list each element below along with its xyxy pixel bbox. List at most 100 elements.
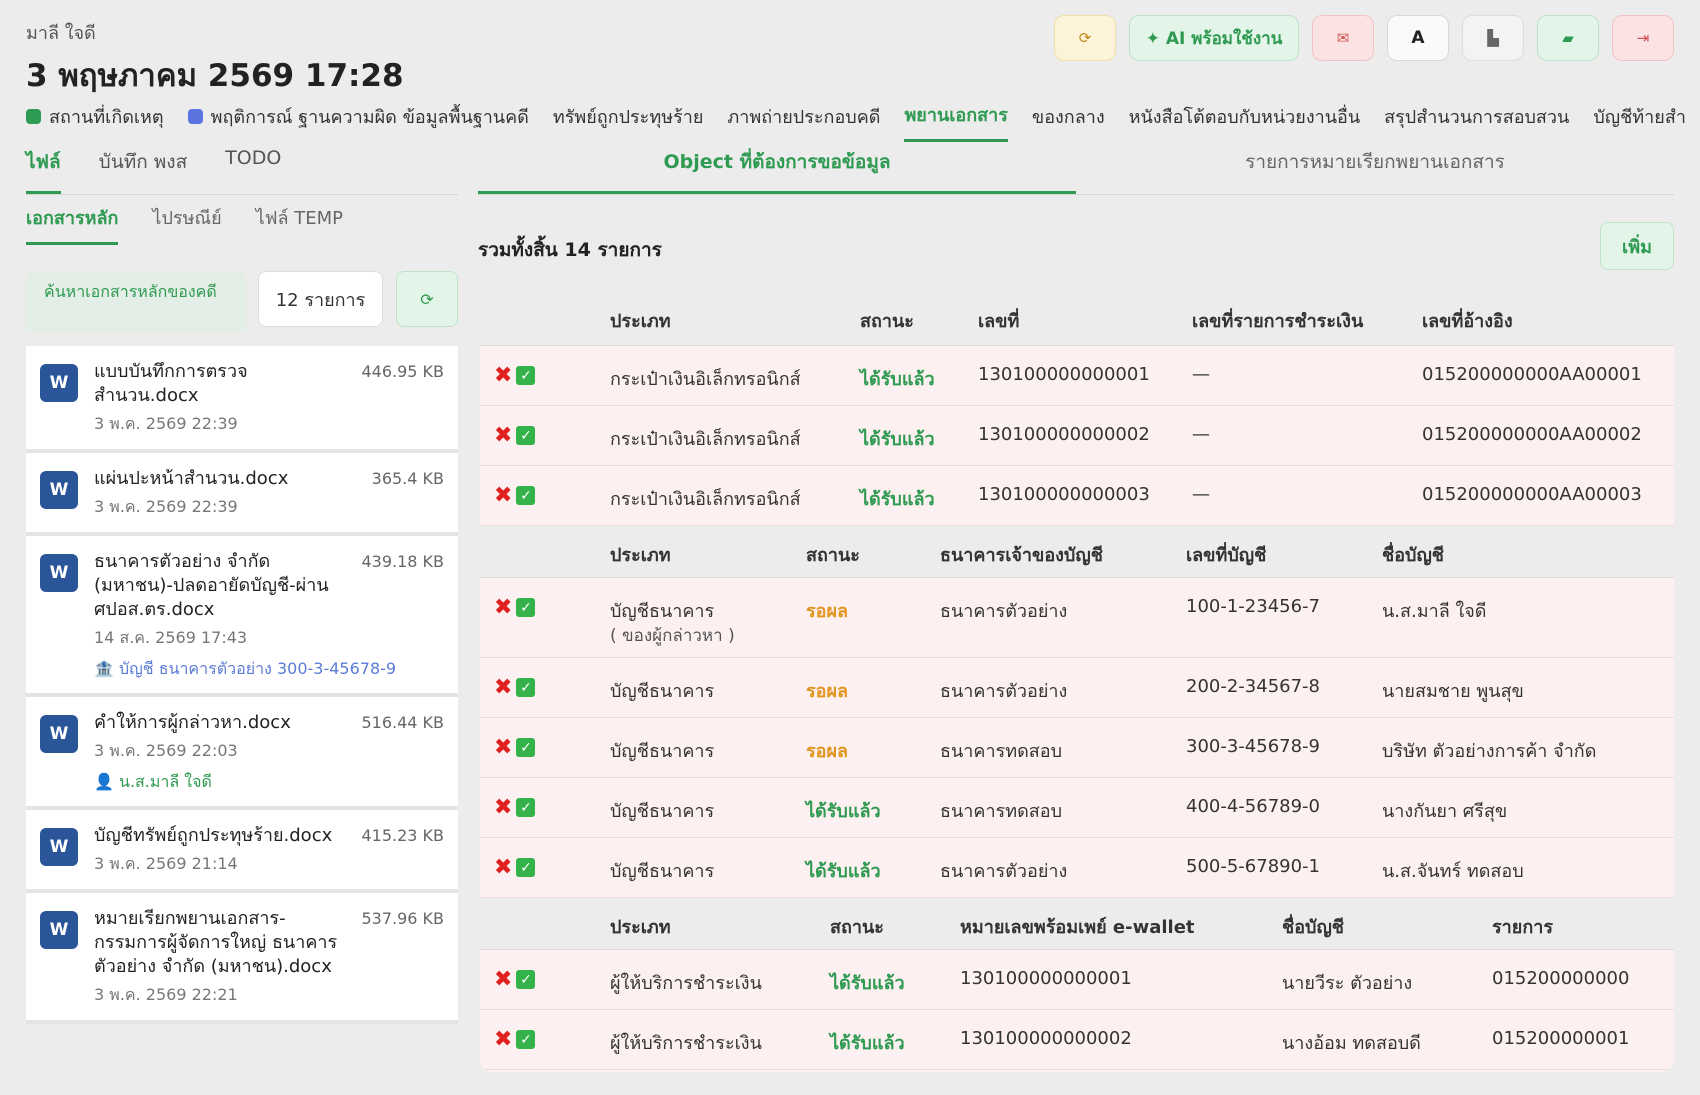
word-file-icon: W: [40, 471, 78, 509]
table-cell: บริษัท ตัวอย่างการค้า จำกัด: [1382, 741, 1597, 762]
table-cell: บัญชีธนาคาร: [610, 601, 715, 622]
check-icon[interactable]: ✓: [516, 858, 536, 877]
file-item[interactable]: W ธนาคารตัวอย่าง จำกัด (มหาชน)-ปลดอายัดบั…: [26, 536, 458, 697]
table-cell: บัญชีธนาคาร: [610, 801, 715, 822]
word-file-icon: W: [40, 828, 78, 866]
check-icon[interactable]: ✓: [516, 1030, 536, 1049]
table-cell: 130100000000001: [978, 364, 1150, 385]
column-header: ประเภท: [610, 545, 671, 566]
ai-ready-button[interactable]: ✦ AI พร้อมใช้งาน: [1129, 15, 1299, 61]
check-icon[interactable]: ✓: [516, 798, 536, 817]
nav-item[interactable]: สรุปสำนวนการสอบสวน: [1384, 100, 1569, 142]
nav-item-label: พฤติการณ์ ฐานความผิด ข้อมูลพื้นฐานคดี: [210, 106, 529, 128]
row-actions: ✖ ✓: [494, 855, 536, 880]
delete-icon[interactable]: ✖: [494, 675, 513, 700]
right-tab[interactable]: Object ที่ต้องการขอข้อมูล: [478, 147, 1076, 194]
left-subtab[interactable]: เอกสารหลัก: [26, 203, 119, 245]
file-item[interactable]: W บัญชีทรัพย์ถูกประทุษร้าย.docx 415.23 KB 3…: [26, 810, 458, 893]
column-header: เลขที่: [978, 311, 1020, 332]
file-item[interactable]: W คำให้การผู้กล่าวหา.docx 516.44 KB 3 พ.ค. …: [26, 697, 458, 810]
nav-item[interactable]: หนังสือโต้ตอบกับหน่วยงานอื่น: [1129, 100, 1361, 142]
row-actions: ✖ ✓: [494, 675, 536, 700]
font-size-button[interactable]: A: [1387, 15, 1449, 61]
nav-item[interactable]: ทรัพย์ถูกประทุษร้าย: [553, 100, 704, 142]
nav-item[interactable]: พยานเอกสาร: [904, 100, 1008, 142]
list-refresh-button[interactable]: ⟳: [396, 271, 458, 327]
column-header: หมายเลขพร้อมเพย์ e-wallet: [960, 917, 1195, 938]
delete-icon[interactable]: ✖: [494, 795, 513, 820]
row-actions: ✖ ✓: [494, 795, 536, 820]
column-header: เลขที่บัญชี: [1186, 545, 1267, 566]
left-subtab[interactable]: ไฟล์ TEMP: [255, 208, 343, 229]
document-button[interactable]: ▙: [1462, 15, 1524, 61]
file-item[interactable]: W แผ่นปะหน้าสำนวน.docx 365.4 KB 3 พ.ค. 2569…: [26, 453, 458, 536]
table-row: ✖ ✓ บัญชีธนาคาร ได้รับแล้ว ธนาคารตัวอย่าง 500…: [480, 838, 1674, 898]
file-name: แบบบันทึกการตรวจสำนวน.docx: [94, 361, 248, 406]
document-icon: ▙: [1487, 29, 1499, 47]
table-cell: นายวีระ ตัวอย่าง: [1282, 973, 1413, 994]
left-tab[interactable]: TODO: [225, 147, 282, 169]
table-cell: กระเป๋าเงินอิเล็กทรอนิกส์: [610, 429, 801, 450]
folder-button[interactable]: ▰: [1537, 15, 1599, 61]
nav-item[interactable]: บัญชีท้ายสำ: [1593, 100, 1686, 142]
table-cell: บัญชีธนาคาร: [610, 681, 715, 702]
left-tab[interactable]: ไฟล์: [26, 147, 61, 194]
table-cell: ผู้ให้บริการชำระเงิน: [610, 1033, 762, 1054]
check-icon[interactable]: ✓: [516, 426, 536, 445]
folder-icon: ▰: [1562, 29, 1574, 47]
check-icon[interactable]: ✓: [516, 738, 536, 757]
row-actions: ✖ ✓: [494, 735, 536, 760]
delete-icon[interactable]: ✖: [494, 423, 513, 448]
nav-item-label: สถานที่เกิดเหตุ: [49, 106, 164, 128]
delete-icon[interactable]: ✖: [494, 1027, 513, 1052]
delete-icon[interactable]: ✖: [494, 483, 513, 508]
delete-icon[interactable]: ✖: [494, 363, 513, 388]
table-cell: 015200000000AA00003: [1422, 484, 1642, 505]
right-tab[interactable]: รายการหมายเรียกพยานเอกสาร: [1245, 151, 1505, 173]
file-tag[interactable]: 👤 น.ส.มาลี ใจดี: [94, 772, 212, 791]
delete-icon[interactable]: ✖: [494, 967, 513, 992]
nav-item[interactable]: ภาพถ่ายประกอบคดี: [727, 100, 880, 142]
column-header: ประเภท: [610, 917, 671, 938]
table-cell: —: [1192, 364, 1210, 385]
mail-icon: ✉: [1336, 29, 1350, 47]
add-button[interactable]: เพิ่ม: [1600, 222, 1674, 270]
nav-item[interactable]: สถานที่เกิดเหตุ: [26, 100, 164, 142]
delete-icon[interactable]: ✖: [494, 735, 513, 760]
delete-icon[interactable]: ✖: [494, 855, 513, 880]
nav-item-label: ภาพถ่ายประกอบคดี: [727, 106, 881, 128]
mail-button[interactable]: ✉: [1312, 15, 1374, 61]
table-row: ✖ ✓ บัญชีธนาคาร รอผล ธนาคารทดสอบ 300-3-45678-…: [480, 718, 1674, 778]
check-icon[interactable]: ✓: [516, 486, 536, 505]
table-cell: บัญชีธนาคาร: [610, 861, 715, 882]
file-item[interactable]: W หมายเรียกพยานเอกสาร-กรรมการผู้จัดการใหญ…: [26, 893, 458, 1024]
status-badge: ได้รับแล้ว: [806, 861, 881, 882]
file-item[interactable]: W แบบบันทึกการตรวจสำนวน.docx 446.95 KB 3 พ.…: [26, 346, 458, 453]
nav-item[interactable]: ของกลาง: [1032, 100, 1105, 142]
table-cell: 130100000000003: [978, 484, 1150, 505]
check-icon[interactable]: ✓: [516, 366, 536, 385]
table-cell: 200-2-34567-8: [1186, 676, 1321, 697]
nav-item[interactable]: พฤติการณ์ ฐานความผิด ข้อมูลพื้นฐานคดี: [187, 100, 529, 142]
column-header: สถานะ: [806, 545, 860, 566]
logout-button[interactable]: ⇥: [1612, 15, 1674, 61]
check-icon[interactable]: ✓: [516, 678, 536, 697]
table-header-row: ประเภท สถานะ เลขที่ เลขที่รายการชำระเงิน เลข…: [480, 290, 1674, 346]
table-cell: 130100000000001: [960, 968, 1132, 989]
table-row: ✖ ✓ ผู้ให้บริการชำระเงิน ได้รับแล้ว 13010000…: [480, 950, 1674, 1010]
check-icon[interactable]: ✓: [516, 598, 536, 617]
file-tag[interactable]: 🏦 บัญชี ธนาคารตัวอย่าง 300-3-45678-9: [94, 659, 397, 678]
item-count: 12 รายการ: [258, 271, 383, 327]
left-subtab[interactable]: ไปรษณีย์: [152, 208, 222, 229]
table-cell: นางกันยา ศรีสุข: [1382, 801, 1508, 822]
document-search-input[interactable]: ค้นหาเอกสารหลักของคดี: [26, 271, 246, 333]
table-cell: 015200000000AA00001: [1422, 364, 1642, 385]
delete-icon[interactable]: ✖: [494, 595, 513, 620]
refresh-button[interactable]: ⟳: [1054, 15, 1116, 61]
table-row: ✖ ✓ บัญชีธนาคาร รอผล ธนาคารตัวอย่าง 200-2-345…: [480, 658, 1674, 718]
file-name: หมายเรียกพยานเอกสาร-กรรมการผู้จัดการใหญ่…: [94, 908, 338, 977]
file-date: 3 พ.ค. 2569 22:39: [94, 497, 238, 516]
check-icon[interactable]: ✓: [516, 970, 536, 989]
table-cell: 100-1-23456-7: [1186, 596, 1321, 617]
left-tab[interactable]: บันทึก พงส: [98, 151, 188, 173]
